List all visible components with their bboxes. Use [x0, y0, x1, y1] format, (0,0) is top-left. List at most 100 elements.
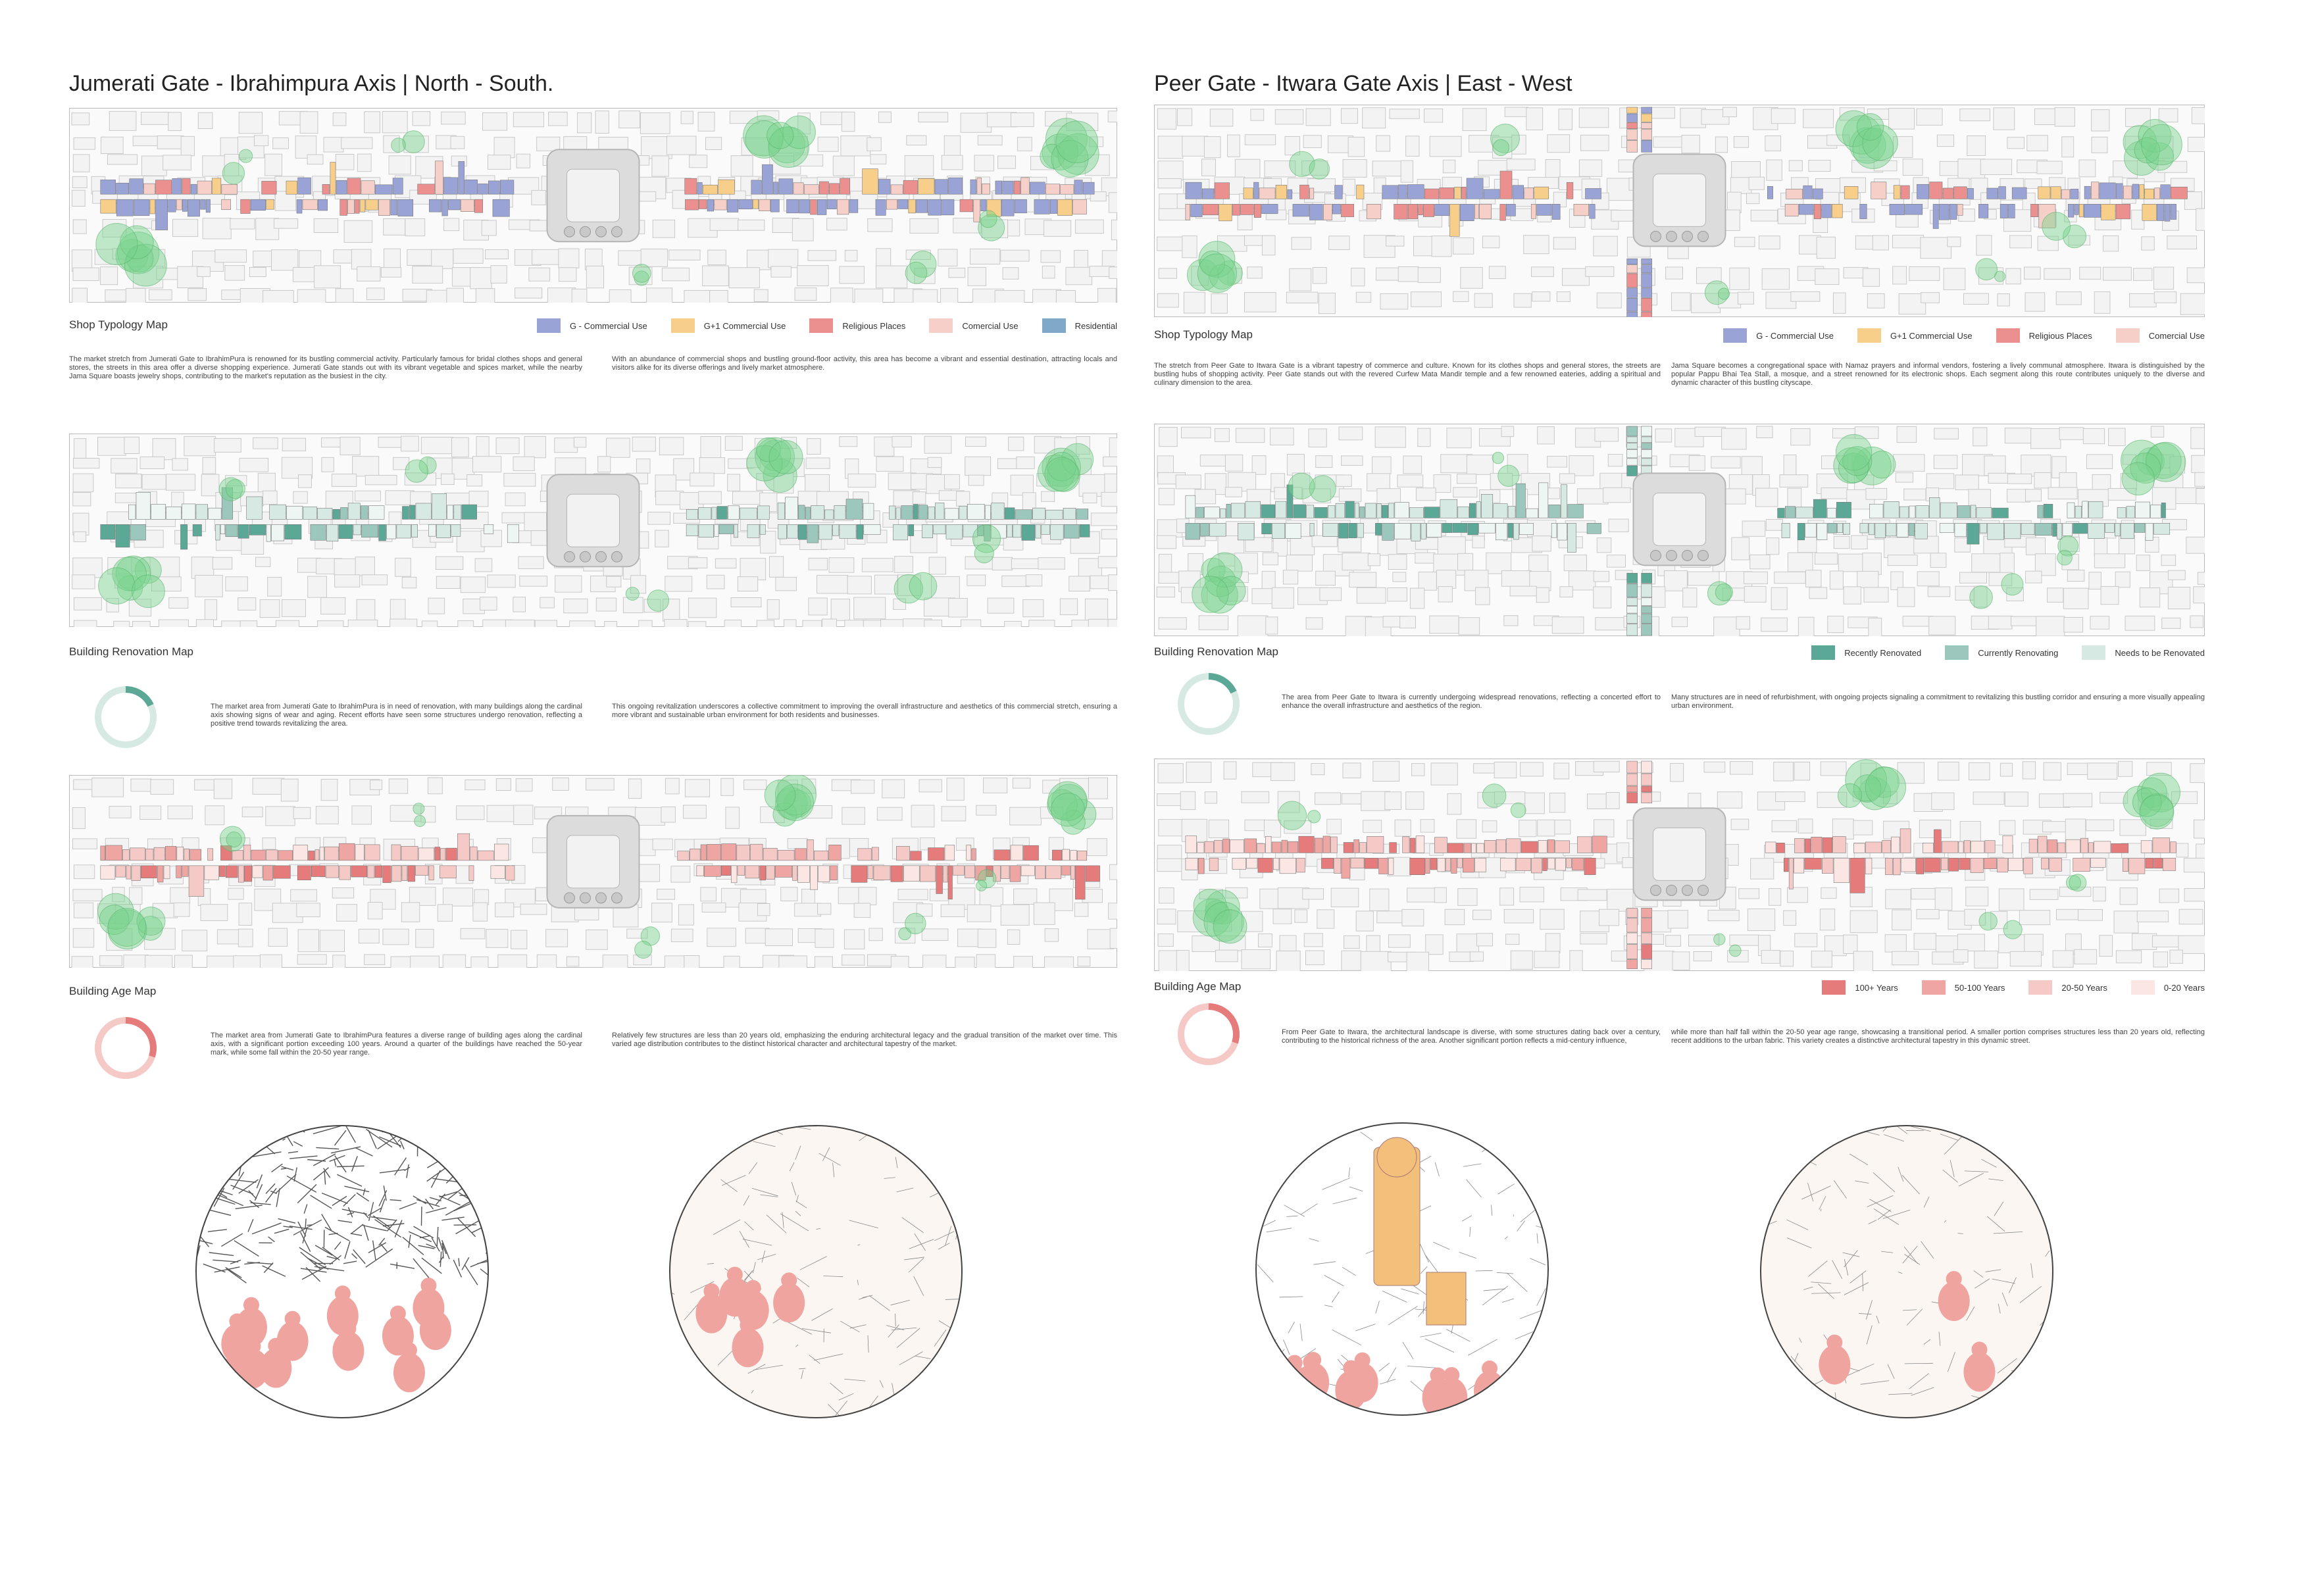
building [1388, 934, 1411, 948]
street-building [2161, 503, 2166, 518]
sketch-line [1466, 1179, 1482, 1198]
sketch-line [1973, 1270, 1984, 1278]
building [955, 957, 975, 968]
sketch-line [751, 1187, 778, 1197]
tree [2003, 920, 2023, 939]
figure-body [773, 1283, 805, 1323]
street-building [1865, 841, 1882, 853]
tree [1862, 124, 1898, 161]
building [262, 837, 276, 850]
sketch-line [2011, 1370, 2034, 1374]
street-building [325, 865, 340, 878]
tree [2057, 549, 2073, 566]
building [880, 619, 905, 627]
building [145, 955, 173, 968]
street-building [1954, 523, 1967, 537]
building [1286, 291, 1319, 304]
street-building [2123, 858, 2129, 872]
building [801, 805, 833, 819]
street-building [428, 524, 436, 537]
street-building [1015, 509, 1032, 520]
street-building [434, 847, 440, 861]
sketch-line [250, 1202, 271, 1205]
building [1761, 950, 1780, 964]
sketch-line [1289, 1395, 1299, 1401]
sketch-line [293, 1219, 322, 1235]
street-building [1478, 523, 1496, 534]
building [1553, 237, 1576, 250]
sketch-line [431, 1134, 451, 1153]
street-building [1557, 523, 1567, 541]
building [72, 807, 86, 830]
street-building [1826, 507, 1836, 518]
tree [2121, 439, 2163, 482]
plaza-dome [1666, 884, 1677, 896]
building [1438, 586, 1453, 603]
street-building [1082, 182, 1095, 195]
building [238, 928, 253, 947]
building [1453, 291, 1469, 303]
building [516, 153, 531, 168]
building [2136, 555, 2151, 571]
street-building [1865, 858, 1873, 874]
building [536, 136, 561, 151]
sketch-line [465, 1265, 478, 1285]
building [1605, 792, 1620, 809]
sketch-line [1332, 1291, 1340, 1303]
building [1157, 293, 1179, 308]
street-building [153, 847, 165, 861]
building [976, 805, 997, 816]
street-building [686, 524, 699, 537]
sketch-line [1469, 1226, 1471, 1237]
street-building [100, 845, 105, 861]
building [1494, 761, 1517, 779]
street-building [2094, 841, 2111, 853]
tree [2134, 137, 2161, 164]
trees [1192, 759, 2180, 957]
tree [1055, 120, 1098, 164]
sketch-line [196, 1156, 205, 1168]
street-building [1859, 204, 1867, 219]
building [1158, 268, 1177, 279]
sketch-line [1380, 1379, 1396, 1385]
street-building [1641, 597, 1652, 606]
building [1317, 909, 1335, 929]
street-buildings [1185, 426, 2171, 636]
street-building [308, 851, 315, 861]
building [1507, 454, 1528, 476]
street-building [1335, 503, 1346, 518]
street-building [1471, 843, 1476, 853]
sketch-line [300, 1251, 322, 1270]
building [1892, 951, 1919, 966]
tree [1858, 777, 1892, 810]
street-building [1434, 837, 1447, 853]
street-building [1004, 507, 1015, 520]
street-building [1238, 523, 1255, 541]
street-building [1641, 761, 1652, 774]
street-building [1811, 837, 1823, 853]
tree [1289, 151, 1315, 178]
street-building [1185, 204, 1191, 220]
building [453, 248, 484, 264]
building [854, 288, 884, 303]
street-building [1474, 858, 1486, 872]
building [1103, 457, 1117, 467]
building [606, 437, 630, 458]
sketch-line [247, 1218, 254, 1232]
street-building [967, 504, 985, 520]
building-fabric [1157, 107, 2205, 315]
sketch-line [916, 1394, 936, 1405]
building [495, 902, 515, 918]
street-building [908, 199, 916, 214]
building [1578, 107, 1609, 128]
building [505, 619, 535, 627]
legend-swatch [1921, 980, 1946, 995]
map-label: Building Renovation Map [1154, 645, 1279, 658]
street-building [244, 865, 253, 882]
street-building [1567, 504, 1584, 518]
legend-item: Residential [1042, 318, 1117, 333]
tree [1497, 464, 1520, 487]
sketch-line [350, 1233, 363, 1236]
building [307, 154, 324, 165]
street-building [837, 199, 849, 215]
